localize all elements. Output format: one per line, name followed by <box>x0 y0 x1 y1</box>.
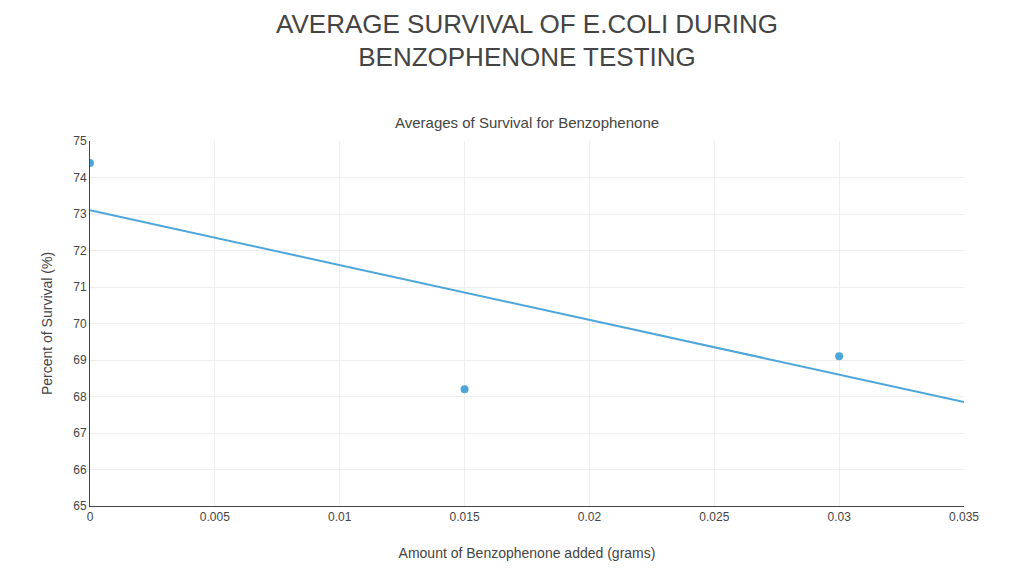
svg-text:0.035: 0.035 <box>949 510 979 524</box>
svg-text:66: 66 <box>73 463 87 477</box>
svg-text:Percent of Survival (%): Percent of Survival (%) <box>39 252 55 395</box>
svg-text:72: 72 <box>73 244 87 258</box>
svg-text:0.015: 0.015 <box>450 510 480 524</box>
svg-text:69: 69 <box>73 353 87 367</box>
svg-text:0: 0 <box>87 510 94 524</box>
svg-text:0.005: 0.005 <box>200 510 230 524</box>
svg-text:Averages of Survival for Benzo: Averages of Survival for Benzophenone <box>395 114 659 131</box>
svg-text:70: 70 <box>73 317 87 331</box>
svg-text:68: 68 <box>73 390 87 404</box>
svg-text:Amount of Benzophenone added (: Amount of Benzophenone added (grams) <box>399 545 656 561</box>
svg-text:73: 73 <box>73 207 87 221</box>
svg-text:74: 74 <box>73 171 87 185</box>
svg-text:0.02: 0.02 <box>578 510 602 524</box>
svg-text:0.01: 0.01 <box>328 510 352 524</box>
svg-text:AVERAGE SURVIVAL OF E.COLI DUR: AVERAGE SURVIVAL OF E.COLI DURINGBENZOPH… <box>276 9 778 73</box>
svg-text:71: 71 <box>73 280 87 294</box>
svg-text:0.025: 0.025 <box>699 510 729 524</box>
svg-text:65: 65 <box>73 499 87 513</box>
svg-text:67: 67 <box>73 426 87 440</box>
svg-text:75: 75 <box>73 134 87 148</box>
svg-text:0.03: 0.03 <box>827 510 851 524</box>
